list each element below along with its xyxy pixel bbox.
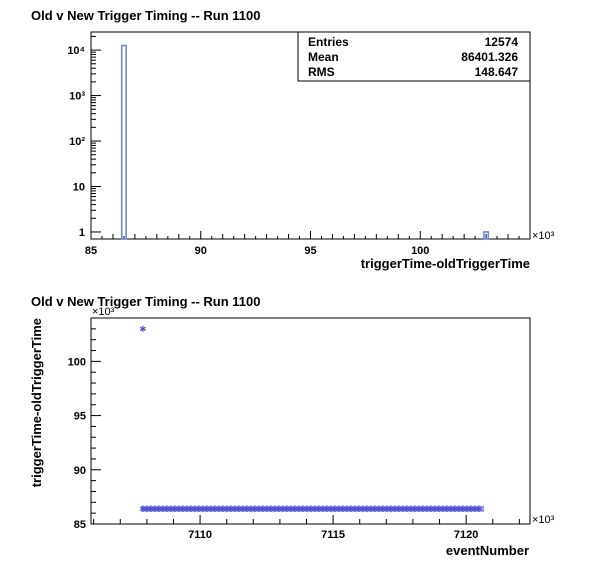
histogram-y-tick-label: 10² — [69, 136, 85, 148]
scatter-y-multiplier: ×10³ — [92, 306, 115, 318]
stats-mean-label: Mean — [308, 50, 339, 64]
scatter-point-outlier — [139, 325, 146, 333]
stats-mean-value: 86401.326 — [461, 50, 518, 64]
histogram-bars — [120, 44, 490, 240]
scatter-y-tick-label: 85 — [74, 519, 86, 531]
histogram-y-tick-labels: 1 10 10² 10³ 10⁴ — [67, 45, 85, 239]
stats-entries-value: 12574 — [485, 35, 519, 49]
histogram-bar — [120, 44, 127, 240]
histogram-x-axis-label: triggerTime-oldTriggerTime — [361, 256, 530, 271]
scatter-x-tick-label: 7110 — [188, 529, 212, 541]
histogram-y-tick-label: 10⁴ — [67, 45, 85, 57]
histogram-bar — [483, 231, 490, 240]
scatter-ticks — [91, 317, 520, 525]
scatter-y-tick-label: 100 — [68, 356, 86, 368]
scatter-y-axis-label: triggerTime-oldTriggerTime — [29, 318, 44, 487]
scatter-frame — [90, 317, 531, 525]
scatter-x-tick-label: 7115 — [321, 529, 345, 541]
scatter-point — [475, 505, 482, 513]
stats-entries-label: Entries — [308, 35, 349, 49]
histogram-y-tick-label: 1 — [79, 227, 85, 239]
stats-box: Entries 12574 Mean 86401.326 RMS 148.647 — [297, 31, 531, 82]
scatter-point-stroke — [139, 326, 146, 331]
histogram-y-tick-label: 10 — [73, 181, 85, 193]
scatter-x-axis-label: eventNumber — [446, 543, 529, 558]
scatter-y-tick-label: 90 — [74, 465, 86, 477]
histogram-x-tick-label: 100 — [411, 245, 429, 257]
histogram-x-tick-label: 85 — [85, 245, 97, 257]
scatter-y-tick-labels: 85 90 95 100 — [68, 356, 86, 531]
histogram-x-multiplier: ×10³ — [532, 230, 555, 242]
scatter-point-stroke — [475, 506, 482, 511]
scatter-x-tick-labels: 7110 7115 7120 — [188, 529, 478, 541]
scatter-y-tick-label: 95 — [74, 411, 86, 423]
histogram-x-tick-label: 90 — [195, 245, 207, 257]
scatter-x-tick-label: 7120 — [454, 529, 478, 541]
histogram-ticks — [90, 35, 531, 239]
histogram-x-tick-label: 95 — [304, 245, 316, 257]
stats-rms-value: 148.647 — [475, 65, 519, 79]
histogram-y-tick-label: 10³ — [69, 91, 85, 103]
scatter-x-multiplier: ×10³ — [532, 514, 555, 526]
scatter-band-fill — [140, 505, 485, 512]
scatter-points — [139, 325, 485, 513]
stats-rms-label: RMS — [308, 65, 335, 79]
scatter-title: Old v New Trigger Timing -- Run 1100 — [31, 294, 260, 309]
histogram-x-tick-labels: 85 90 95 100 — [85, 245, 430, 257]
histogram-title: Old v New Trigger Timing -- Run 1100 — [31, 8, 260, 23]
stats-box-frame — [297, 31, 531, 82]
